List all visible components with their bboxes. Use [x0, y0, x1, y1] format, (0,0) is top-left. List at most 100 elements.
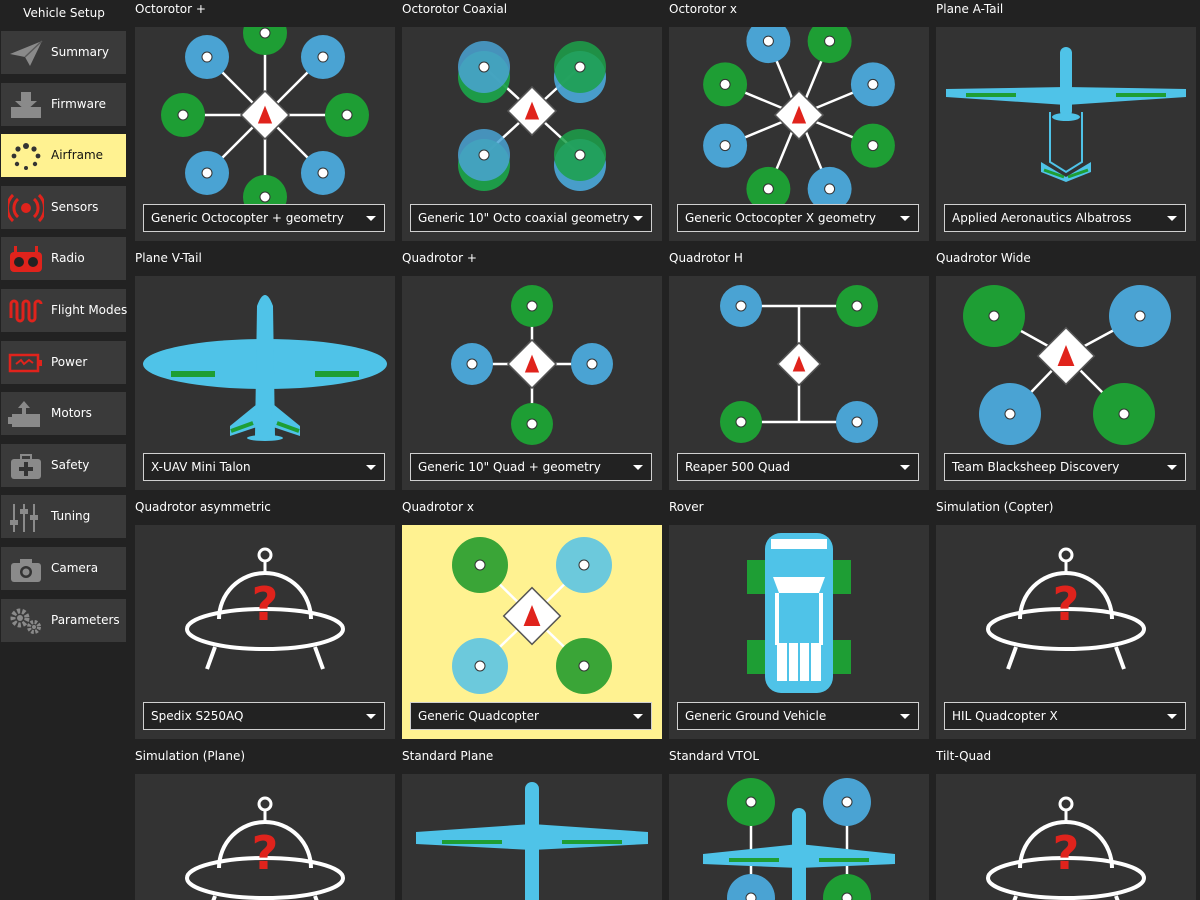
- sidebar-item-sensors[interactable]: Sensors: [1, 185, 126, 229]
- airframe-selector[interactable]: HIL Quadcopter X: [944, 702, 1186, 730]
- airframe-title: Standard Plane: [402, 749, 494, 763]
- airframe-card[interactable]: Team Blacksheep Discovery: [936, 276, 1196, 490]
- octo-coax-picture: [458, 41, 606, 191]
- airframe-card[interactable]: Generic 10" Octo coaxial geometry: [402, 27, 662, 241]
- airframe-tilt-quad: Tilt-Quad?: [929, 747, 1196, 900]
- sidebar-item-label: Power: [51, 354, 88, 369]
- airframe-card[interactable]: Reaper 500 Quad: [669, 276, 929, 490]
- chevron-down-icon: [366, 465, 376, 470]
- sidebar-item-summary[interactable]: Summary: [1, 31, 126, 74]
- chevron-down-icon: [633, 216, 643, 221]
- sidebar-item-safety[interactable]: Safety: [1, 443, 126, 487]
- airframe-card[interactable]: Generic Octocopter + geometry: [135, 27, 395, 241]
- airframe-plane-v-tail: Plane V-Tail X-UAV Mini Talon: [128, 249, 395, 494]
- chevron-down-icon: [366, 216, 376, 221]
- airframe-selector[interactable]: Generic Octocopter + geometry: [143, 204, 385, 232]
- chevron-down-icon: [1167, 465, 1177, 470]
- download-icon: [11, 91, 41, 118]
- airframe-selector-value: Generic Ground Vehicle: [685, 709, 827, 723]
- airframe-selector[interactable]: Generic 10" Octo coaxial geometry: [410, 204, 652, 232]
- airframe-selector[interactable]: Applied Aeronautics Albatross: [944, 204, 1186, 232]
- quad-x-picture: [452, 537, 612, 694]
- sidebar-item-airframe[interactable]: Airframe: [1, 134, 126, 178]
- sidebar-item-label: Safety: [51, 457, 90, 472]
- sidebar-item-parameters[interactable]: Parameters: [1, 598, 126, 642]
- airframe-octorotor-coaxial: Octorotor Coaxial Generic 10" Octo coaxia…: [395, 0, 662, 245]
- airframe-selector-value: Generic Octocopter X geometry: [685, 211, 877, 225]
- airframe-selector-value: Generic Octocopter + geometry: [151, 211, 344, 225]
- airframe-card[interactable]: Generic 10" Quad + geometry: [402, 276, 662, 490]
- airframe-selector-value: Reaper 500 Quad: [685, 460, 791, 474]
- airframe-card[interactable]: ?: [936, 774, 1196, 900]
- chevron-down-icon: [1167, 216, 1177, 221]
- sidebar-item-firmware[interactable]: Firmware: [1, 82, 126, 126]
- airframe-quadrotor-h: Quadrotor H Reaper 500 Quad: [662, 249, 929, 494]
- sidebar-item-flight-modes[interactable]: Flight Modes: [1, 289, 128, 332]
- unknown-picture: ?: [986, 796, 1146, 900]
- airframe-selector[interactable]: Generic Ground Vehicle: [677, 702, 919, 730]
- octo-plus-picture: [161, 27, 369, 205]
- sidebar-item-label: Tuning: [51, 509, 91, 524]
- quad-h-picture: [720, 285, 878, 443]
- sidebar-item-power[interactable]: Power: [1, 340, 126, 384]
- sidebar-item-motors[interactable]: Motors: [1, 392, 126, 436]
- chevron-down-icon: [900, 714, 910, 719]
- airframe-title: Tilt-Quad: [936, 749, 992, 763]
- sidebar-item-camera[interactable]: Camera: [1, 547, 126, 590]
- airframe-title: Octorotor +: [135, 2, 206, 16]
- airframe-quadrotor-asymmetric: Quadrotor asymmetric? Spedix S250AQ: [128, 498, 395, 743]
- airframe-selector[interactable]: Spedix S250AQ: [143, 702, 385, 730]
- plane-standard-picture: [416, 782, 648, 900]
- airframe-card[interactable]: [669, 774, 929, 900]
- plane-atail-picture: [946, 47, 1186, 182]
- svg-text:?: ?: [252, 577, 279, 631]
- airframe-card[interactable]: [402, 774, 662, 900]
- airframe-card[interactable]: ? Spedix S250AQ: [135, 525, 395, 739]
- airframe-selector[interactable]: X-UAV Mini Talon: [143, 453, 385, 481]
- airframe-selector-value: HIL Quadcopter X: [952, 709, 1058, 723]
- svg-text:?: ?: [1053, 826, 1080, 880]
- sidebar-item-label: Camera: [51, 561, 99, 575]
- sidebar: Vehicle Setup Summary Firmware Airframe Sen…: [0, 0, 128, 900]
- sidebar-item-radio[interactable]: Radio: [1, 237, 126, 281]
- sidebar-item-label: Motors: [51, 406, 92, 421]
- airframe-quadrotor-wide: Quadrotor Wide Team Blacksheep Discovery: [929, 249, 1196, 494]
- unknown-picture: ?: [185, 796, 345, 900]
- plane-vtail-picture: [143, 295, 387, 441]
- airframe-selector[interactable]: Reaper 500 Quad: [677, 453, 919, 481]
- airframe-selector[interactable]: Team Blacksheep Discovery: [944, 453, 1186, 481]
- paper-plane-icon: [10, 40, 43, 66]
- sidebar-item-label: Parameters: [51, 612, 120, 627]
- airframe-selector[interactable]: Generic 10" Quad + geometry: [410, 453, 652, 481]
- airframe-plane-a-tail: Plane A-Tail Applied Aeronautics Albatros…: [929, 0, 1196, 245]
- airframe-card[interactable]: Generic Ground Vehicle: [669, 525, 929, 739]
- airframe-title: Quadrotor H: [669, 251, 743, 265]
- quad-plus-picture: [451, 285, 613, 445]
- airframe-title: Quadrotor Wide: [936, 251, 1031, 265]
- chevron-down-icon: [366, 714, 376, 719]
- radio-icon: [10, 246, 42, 273]
- airframe-card[interactable]: Generic Quadcopter: [402, 525, 662, 739]
- sidebar-item-label: Flight Modes: [51, 303, 128, 317]
- airframe-selector[interactable]: Generic Quadcopter: [410, 702, 652, 730]
- svg-text:?: ?: [252, 826, 279, 880]
- airframe-quadrotor: Quadrotor + Generic 10" Quad + geometry: [395, 249, 662, 494]
- airframe-standard-vtol: Standard VTOL: [662, 747, 929, 900]
- airframe-card[interactable]: Generic Octocopter X geometry: [669, 27, 929, 241]
- airframe-octorotor-x: Octorotor x Generic Octocopter X geometry: [662, 0, 929, 245]
- svg-text:?: ?: [1053, 577, 1080, 631]
- airframe-selector-value: X-UAV Mini Talon: [151, 460, 251, 474]
- airframe-card[interactable]: X-UAV Mini Talon: [135, 276, 395, 490]
- unknown-picture: ?: [986, 547, 1146, 670]
- chevron-down-icon: [1167, 714, 1177, 719]
- chevron-down-icon: [633, 714, 643, 719]
- airframe-title: Octorotor Coaxial: [402, 2, 508, 16]
- sidebar-item-tuning[interactable]: Tuning: [1, 495, 126, 539]
- airframe-card[interactable]: ?: [135, 774, 395, 900]
- airframe-selector[interactable]: Generic Octocopter X geometry: [677, 204, 919, 232]
- airframe-octorotor: Octorotor + Generic Octocopter + geometry: [128, 0, 395, 245]
- airframe-card[interactable]: Applied Aeronautics Albatross: [936, 27, 1196, 241]
- gears-icon: [10, 608, 41, 634]
- airframe-title: Quadrotor x: [402, 500, 474, 514]
- airframe-card[interactable]: ? HIL Quadcopter X: [936, 525, 1196, 739]
